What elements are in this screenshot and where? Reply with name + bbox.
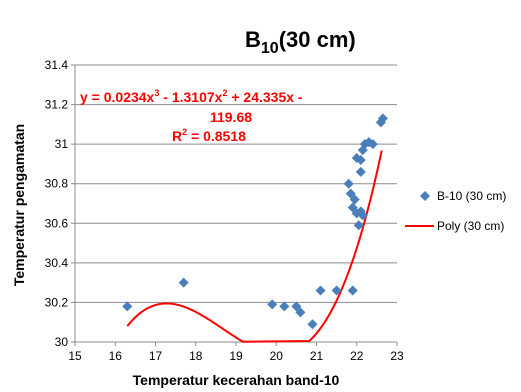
x-axis-label: Temperatur kecerahan band-10 (133, 372, 340, 388)
y-tick-label: 31 (55, 137, 69, 151)
y-tick-label: 30.4 (45, 256, 69, 270)
y-tick-label: 31.4 (45, 58, 69, 72)
equation-annotation: y = 0.0234x3 - 1.3107x2 + 24.335x - 119.… (80, 88, 303, 144)
data-point (315, 285, 326, 296)
y-tick-labels: 30 30.2 30.4 30.6 30.8 31 31.2 31.4 (45, 58, 69, 349)
equation-line-1: y = 0.0234x3 - 1.3107x2 + 24.335x - (80, 88, 303, 105)
y-axis-label: Temperatur pengamatan (11, 124, 27, 286)
title-main: B (245, 27, 261, 52)
data-point (279, 301, 290, 312)
y-tick-label: 31.2 (45, 98, 69, 112)
trendline-poly (126, 150, 383, 343)
data-point (122, 301, 133, 312)
title-rest: (30 cm) (279, 27, 356, 52)
equation-line-3: R2 = 0.8518 (172, 127, 246, 144)
x-tick-label: 20 (270, 349, 284, 363)
data-point (307, 319, 318, 330)
data-point (267, 299, 278, 310)
data-point (331, 285, 342, 296)
legend-label-scatter: B-10 (30 cm) (437, 189, 506, 203)
data-point (355, 166, 366, 177)
x-tick-label: 15 (68, 349, 82, 363)
legend: B-10 (30 cm) Poly (30 cm) (405, 189, 506, 233)
y-tick-label: 30.2 (45, 295, 69, 309)
data-point (347, 285, 358, 296)
x-tick-labels: 15 16 17 18 19 20 21 22 23 (68, 349, 404, 363)
x-tick-label: 21 (310, 349, 324, 363)
title-subscript: 10 (261, 40, 279, 57)
x-tick-label: 22 (350, 349, 364, 363)
legend-label-trend: Poly (30 cm) (437, 219, 504, 233)
legend-item-trend: Poly (30 cm) (405, 219, 504, 233)
chart-title: B10(30 cm) (245, 27, 356, 57)
x-tick-label: 19 (229, 349, 243, 363)
data-point (367, 139, 378, 150)
data-point (353, 220, 364, 231)
data-point (178, 277, 189, 288)
legend-item-scatter: B-10 (30 cm) (420, 189, 506, 203)
data-point (295, 307, 306, 318)
diamond-marker-icon (420, 191, 430, 201)
equation-line-2: 119.68 (210, 109, 252, 125)
data-point (343, 178, 354, 189)
data-point (357, 210, 368, 221)
data-points (122, 113, 388, 330)
x-tick-label: 23 (390, 349, 404, 363)
y-tick-label: 30 (55, 335, 69, 349)
data-point (355, 154, 366, 165)
y-tick-label: 30.8 (45, 177, 69, 191)
x-tick-label: 18 (189, 349, 203, 363)
data-point (349, 194, 360, 205)
x-tick-label: 17 (149, 349, 163, 363)
data-point (377, 113, 388, 124)
y-tick-label: 30.6 (45, 216, 69, 230)
x-tick-label: 16 (109, 349, 123, 363)
gridlines (71, 64, 398, 346)
